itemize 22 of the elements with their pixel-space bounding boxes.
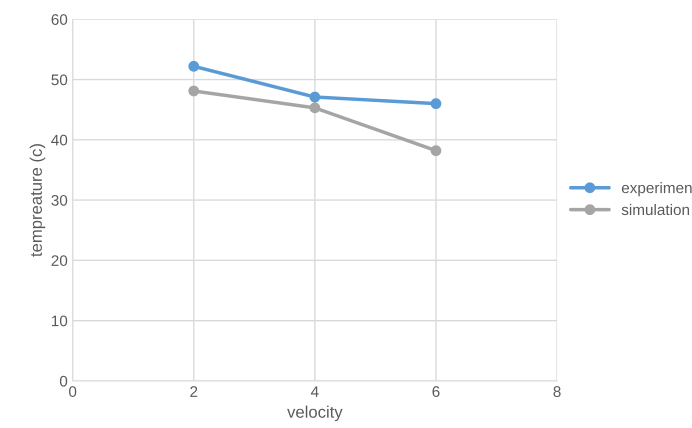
- y-tick-label: 0: [60, 376, 68, 387]
- y-tick-label: 60: [52, 14, 68, 25]
- y-tick-label: 10: [52, 316, 68, 326]
- x-tick-label: 8: [553, 386, 561, 398]
- y-tick-label: 50: [51, 74, 68, 86]
- x-tick-label: 2: [190, 386, 198, 397]
- point: [430, 145, 442, 156]
- y-tick-label: 40: [51, 134, 68, 146]
- x-tick-label: 0: [69, 386, 76, 398]
- point: [188, 86, 200, 96]
- legend-label: experimen: [622, 182, 692, 196]
- x-axis-title: velocity: [287, 406, 343, 422]
- x-tick-label: 6: [432, 386, 440, 398]
- point: [430, 98, 442, 110]
- legend-label: simulation: [622, 204, 690, 216]
- point: [188, 60, 200, 72]
- y-tick-label: 20: [52, 255, 68, 266]
- y-tick-label: 30: [51, 194, 68, 206]
- x-tick-label: 4: [310, 386, 319, 397]
- y-axis-title: tempreature (c): [30, 144, 46, 257]
- point: [309, 92, 320, 102]
- point: [309, 102, 320, 114]
